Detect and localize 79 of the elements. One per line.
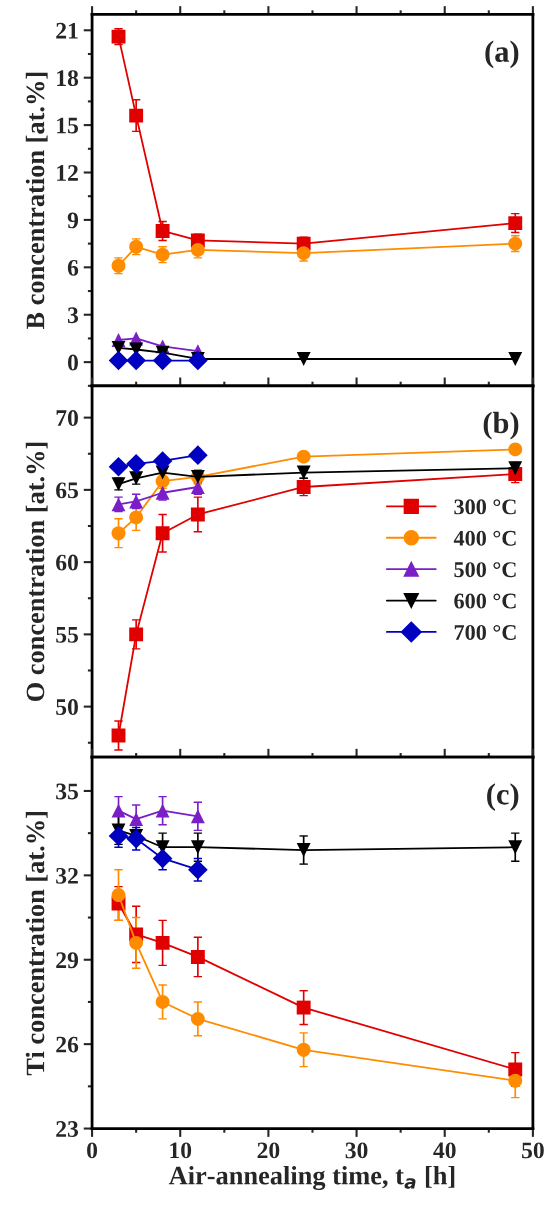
point [108,350,129,371]
point [190,840,205,855]
y-tick-label: 18 [57,70,79,87]
point [108,456,129,477]
point [129,510,144,525]
point [155,995,170,1009]
legend-label: 600 °C [454,593,516,609]
y-tick-label: 32 [56,867,78,884]
point [126,828,146,849]
x-tick-label: 40 [433,1142,456,1159]
point [296,1042,311,1057]
y-tick-label: 60 [56,554,78,571]
y-tick-label: 23 [56,1121,79,1137]
y-tick-label: 12 [57,165,78,181]
annotation: (a) [485,40,519,69]
point [155,224,170,238]
y-axis-title: O concentration [at.%] [25,442,48,702]
point [508,1073,523,1088]
point [508,1062,523,1077]
x-tick-label: 30 [345,1142,368,1159]
y-tick-label: 21 [56,22,78,39]
point [152,451,173,471]
point [155,526,170,541]
point [111,803,126,818]
x-tick-label: 20 [257,1142,280,1159]
point [108,826,129,846]
point [155,803,170,818]
y-tick-label: 26 [56,1036,79,1053]
point [296,843,311,857]
point [111,526,126,541]
point [129,627,144,642]
y-tick-label: 50 [56,699,78,716]
point [190,507,205,522]
point [129,108,144,123]
y-tick-label: 55 [56,627,79,643]
point [508,442,523,457]
y-tick-label: 9 [67,212,79,229]
y-axis-title: Ti concentration [at.%] [25,812,48,1076]
x-tick-label: 50 [522,1142,544,1159]
point [508,352,523,366]
point [190,949,205,964]
legend-label: 700 °C [454,624,516,640]
y-axis-title: B concentration [at.%] [25,72,48,330]
y-tick-label: 65 [56,482,79,499]
legend-label: 500 °C [454,562,516,578]
point [188,350,208,371]
legend-label: 400 °C [453,530,516,546]
point [188,859,208,880]
annotation: (c) [487,783,519,811]
y-tick-label: 6 [67,259,79,276]
point [129,935,144,950]
legend-label: 300 °C [454,499,516,515]
annotation: (b) [483,411,519,440]
point [188,445,208,466]
point [126,454,146,474]
point [508,840,523,855]
point [155,935,170,950]
point [111,888,126,902]
x-tick-label: 10 [170,1142,192,1159]
point [296,352,311,366]
y-tick-label: 0 [67,354,78,371]
point [508,461,523,476]
y-tick-label: 70 [56,410,78,427]
point [152,848,173,869]
point [296,1000,311,1015]
point [190,809,205,824]
point [190,1011,205,1026]
point [129,812,144,827]
point [190,480,205,494]
point [296,449,311,464]
point [508,216,523,231]
y-tick-label: 29 [56,952,79,969]
y-tick-label: 15 [57,117,79,134]
point [152,350,173,371]
x-tick-label: 0 [87,1142,98,1159]
y-tick-label: 35 [56,783,79,800]
y-tick-label: 3 [67,307,79,324]
point [126,350,146,371]
x-axis-title: Air-annealing time, t$_{a}$ [h] [168,1165,455,1191]
